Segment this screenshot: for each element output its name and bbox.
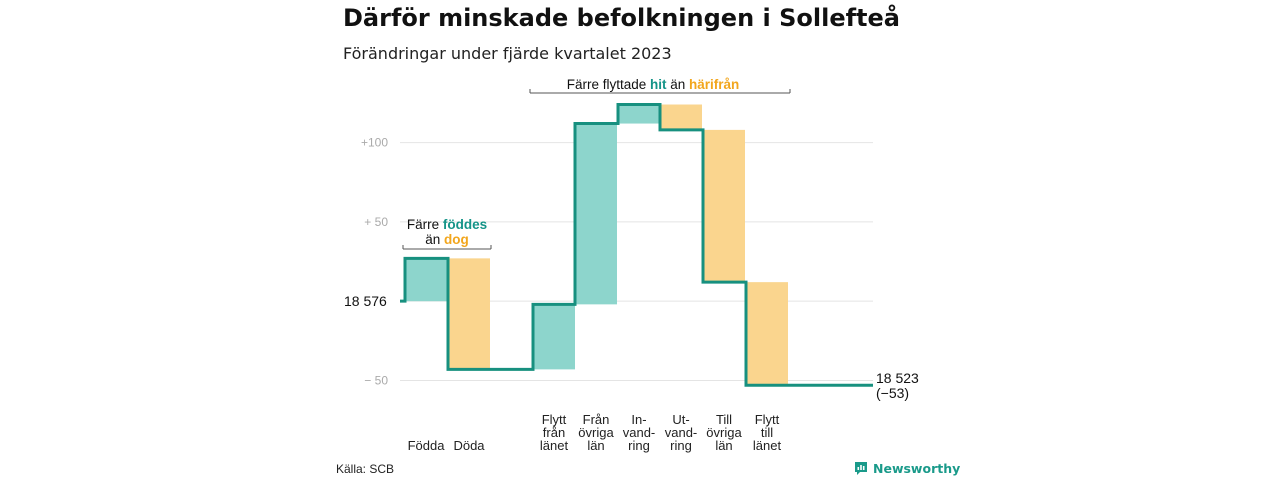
category-label: Till xyxy=(716,412,732,427)
end-value-label: 18 523 xyxy=(876,370,919,386)
waterfall-bar xyxy=(533,304,575,370)
brand-name: Newsworthy xyxy=(873,461,961,476)
category-label: från xyxy=(543,425,565,440)
source-note: Källa: SCB xyxy=(336,462,395,476)
waterfall-bar xyxy=(618,104,660,124)
waterfall-bar xyxy=(575,123,617,305)
category-label: Födda xyxy=(408,438,446,453)
moves-annotation: Färre flyttade hit än härifrån xyxy=(567,77,740,92)
category-label: vand- xyxy=(665,425,698,440)
waterfall-bar xyxy=(660,104,702,130)
chart-subtitle: Förändringar under fjärde kvartalet 2023 xyxy=(343,44,672,63)
category-label: Döda xyxy=(453,438,485,453)
category-label: ring xyxy=(670,438,692,453)
chart-title: Därför minskade befolkningen i Sollefteå xyxy=(343,4,900,32)
births-annotation-line1: Färre föddes xyxy=(407,217,487,232)
category-label: In- xyxy=(631,412,646,427)
waterfall-bar xyxy=(746,282,788,386)
category-label: län xyxy=(587,438,604,453)
start-value-label: 18 576 xyxy=(344,293,387,309)
category-label: övriga xyxy=(706,425,742,440)
y-tick-label: +100 xyxy=(361,136,388,150)
category-label: län xyxy=(715,438,732,453)
category-label: Flytt xyxy=(755,412,780,427)
line-layer xyxy=(400,103,873,387)
waterfall-bar xyxy=(703,129,745,283)
category-label: vand- xyxy=(623,425,656,440)
bar-layer xyxy=(405,104,788,386)
waterfall-bar xyxy=(448,258,490,370)
category-label: Ut- xyxy=(672,412,689,427)
category-label: övriga xyxy=(578,425,614,440)
newsworthy-logo-icon xyxy=(855,462,867,475)
category-label: till xyxy=(761,425,773,440)
y-tick-label: − 50 xyxy=(364,373,388,387)
births-annotation-line2: än dog xyxy=(425,232,469,247)
end-change-label: (−53) xyxy=(876,385,909,401)
cumulative-step-line xyxy=(400,103,873,387)
category-label: länet xyxy=(540,438,569,453)
category-label: Från xyxy=(583,412,610,427)
category-label: ring xyxy=(628,438,650,453)
category-label: länet xyxy=(753,438,782,453)
category-label: Flytt xyxy=(542,412,567,427)
annotation-layer: Färre föddes än dog Färre flyttade hit ä… xyxy=(402,77,791,250)
waterfall-bar xyxy=(405,258,447,302)
y-tick-label: + 50 xyxy=(364,215,388,229)
brand-logo: Newsworthy xyxy=(854,461,960,476)
